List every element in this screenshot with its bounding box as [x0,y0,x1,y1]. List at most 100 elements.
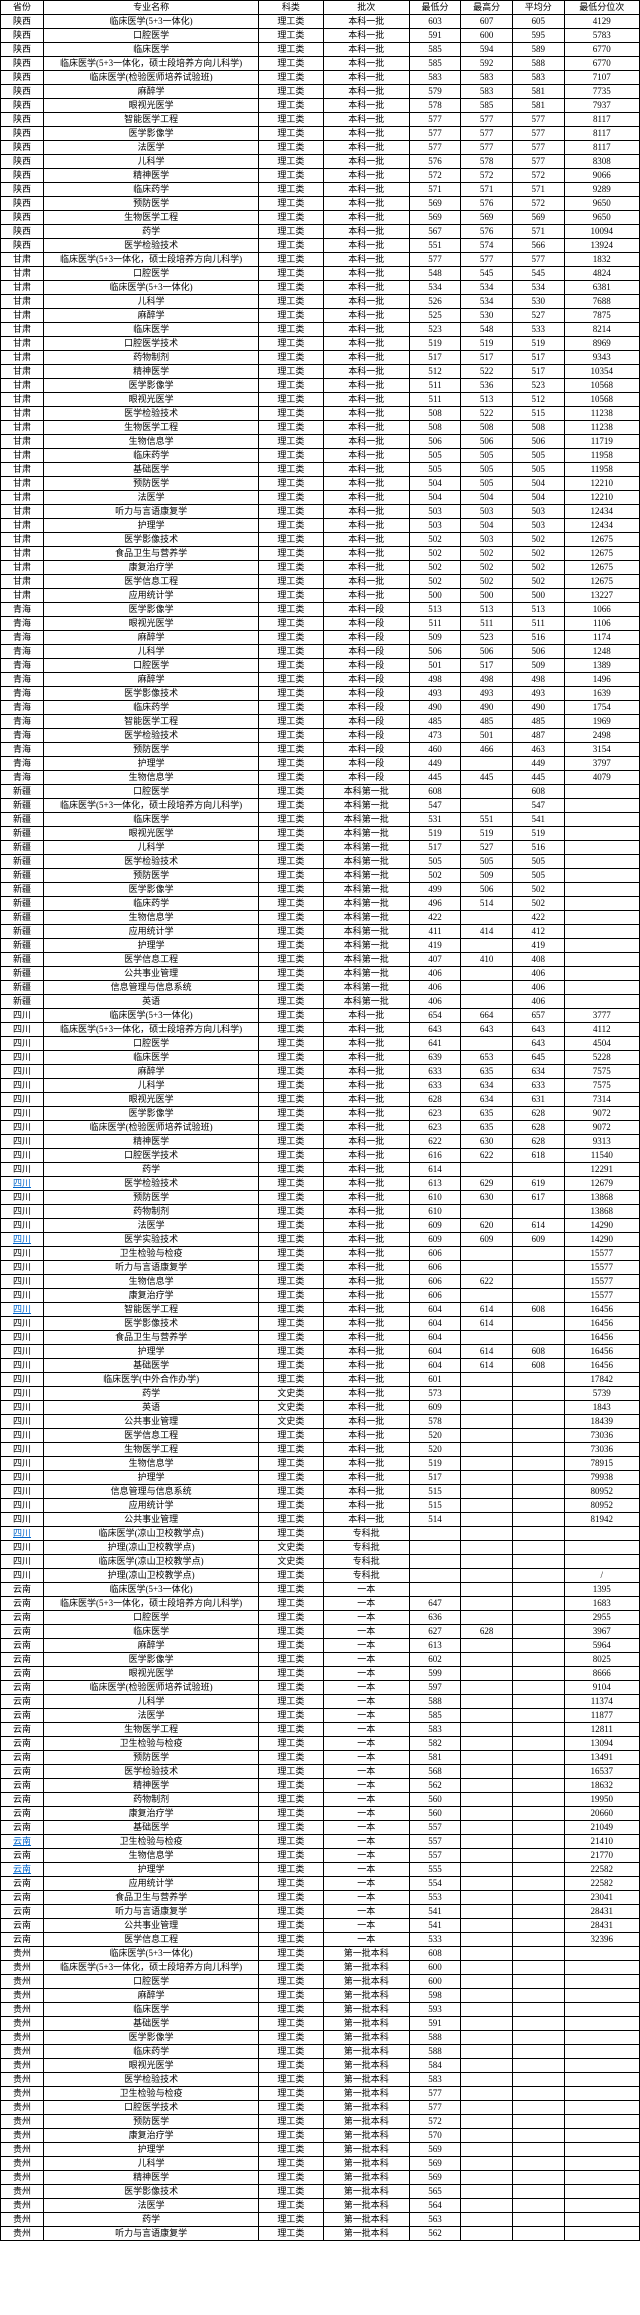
cell: 理工类 [259,1527,324,1541]
cell [512,2087,564,2101]
cell: 506 [512,645,564,659]
province-link[interactable]: 云南 [13,1864,31,1874]
table-row: 新疆医学信息工程理工类本科第一批407410408 [1,953,640,967]
cell: 本科一批 [323,1149,409,1163]
cell: 593 [409,2003,461,2017]
table-row: 四川卫生检验与检疫理工类本科一批60615577 [1,1247,640,1261]
cell: 606 [409,1275,461,1289]
cell: 药学 [44,225,259,239]
cell: 523 [461,631,513,645]
cell: 634 [461,1079,513,1093]
cell: 理工类 [259,2059,324,2073]
cell [564,799,639,813]
cell: 理工类 [259,2199,324,2213]
cell: 护理学 [44,1471,259,1485]
cell: 理工类 [259,1331,324,1345]
table-row: 贵州预防医学理工类第一批本科572 [1,2115,640,2129]
cell: 本科一批 [323,421,409,435]
cell: 本科一批 [323,1107,409,1121]
cell: 534 [461,281,513,295]
cell: 临床医学(5+3一体化) [44,1009,259,1023]
cell: 甘肃 [1,491,44,505]
table-row: 甘肃预防医学理工类本科一批50450550412210 [1,477,640,491]
cell: 411 [409,925,461,939]
table-row: 甘肃基础医学理工类本科一批50550550511958 [1,463,640,477]
cell: 本科一批 [323,1247,409,1261]
cell: 理工类 [259,1485,324,1499]
cell: 502 [512,575,564,589]
province-link[interactable]: 四川 [13,1304,31,1314]
cell: 专科批 [323,1569,409,1583]
cell: 522 [461,407,513,421]
cell: 第一批本科 [323,2101,409,2115]
cell [461,2185,513,2199]
cell: 6770 [564,57,639,71]
table-row: 贵州临床药学理工类第一批本科588 [1,2045,640,2059]
cell [461,2017,513,2031]
cell: 16456 [564,1331,639,1345]
table-row: 贵州眼视光医学理工类第一批本科584 [1,2059,640,2073]
cell: 理工类 [259,939,324,953]
cell: 四川 [1,1359,44,1373]
province-link[interactable]: 四川 [13,1528,31,1538]
cell: 甘肃 [1,589,44,603]
cell: 英语 [44,1401,259,1415]
cell: 四川 [1,1037,44,1051]
cell: 555 [409,1863,461,1877]
cell: 9289 [564,183,639,197]
cell: 560 [409,1807,461,1821]
table-row: 甘肃生物医学工程理工类本科一批50850850811238 [1,421,640,435]
cell: 572 [461,169,513,183]
cell: 583 [409,1723,461,1737]
cell: 新疆 [1,897,44,911]
cell [564,2017,639,2031]
cell: 理工类 [259,1093,324,1107]
cell [461,1863,513,1877]
cell: 理工类 [259,631,324,645]
cell: 精神医学 [44,1779,259,1793]
cell: 陕西 [1,169,44,183]
table-row: 贵州药学理工类第一批本科563 [1,2213,640,2227]
province-link[interactable]: 四川 [13,1178,31,1188]
cell: 听力与言语康复学 [44,1261,259,1275]
cell: 理工类 [259,757,324,771]
cell: 2498 [564,729,639,743]
table-row: 四川临床医学理工类本科一批6396536455228 [1,1051,640,1065]
cell [512,1401,564,1415]
table-row: 甘肃护理学理工类本科一批50350450312434 [1,519,640,533]
cell: 四川 [1,1093,44,1107]
cell: 577 [461,127,513,141]
cell [512,1289,564,1303]
cell: 理工类 [259,351,324,365]
cell: 四川 [1,1233,44,1247]
cell: 卫生检验与检疫 [44,1247,259,1261]
cell: 本科一批 [323,57,409,71]
cell: 四川 [1,1331,44,1345]
cell: 甘肃 [1,253,44,267]
cell: 四川 [1,1163,44,1177]
cell [461,981,513,995]
cell: 503 [461,505,513,519]
cell: 医学检验技术 [44,239,259,253]
cell: 577 [409,127,461,141]
table-row: 贵州临床医学(5+3一体化，硕士段培养方向儿科学)理工类第一批本科600 [1,1961,640,1975]
province-link[interactable]: 四川 [13,1234,31,1244]
cell: 贵州 [1,2101,44,2115]
cell: 第一批本科 [323,2129,409,2143]
cell [461,1891,513,1905]
cell: 本科一段 [323,673,409,687]
cell: 陕西 [1,71,44,85]
cell: 云南 [1,1765,44,1779]
cell: 理工类 [259,2017,324,2031]
cell: 493 [461,687,513,701]
cell: 理工类 [259,1023,324,1037]
cell: 贵州 [1,2227,44,2241]
cell: 第一批本科 [323,2059,409,2073]
cell: 儿科学 [44,841,259,855]
cell: 理工类 [259,2115,324,2129]
cell: 青海 [1,743,44,757]
cell: 云南 [1,1793,44,1807]
cell: 生物信息学 [44,1457,259,1471]
cell: 422 [409,911,461,925]
province-link[interactable]: 云南 [13,1836,31,1846]
